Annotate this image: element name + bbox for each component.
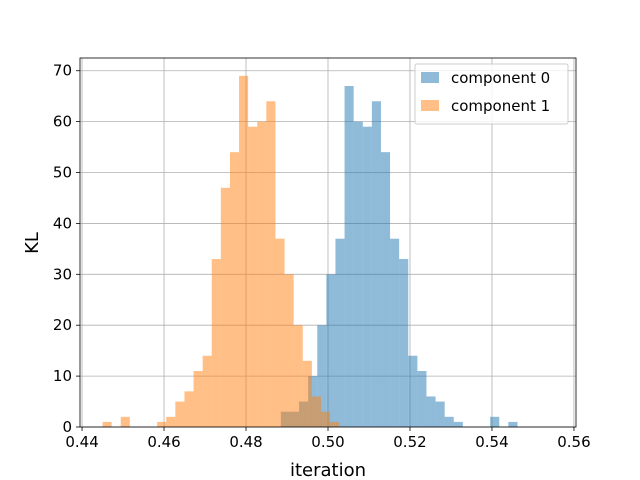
- y-tick-label: 0: [62, 418, 72, 436]
- bar-component-0: [326, 274, 336, 427]
- x-tick-label: 0.50: [311, 433, 344, 451]
- bar-component-1: [175, 401, 185, 427]
- bar-component-1: [166, 416, 176, 427]
- y-axis-label: KL: [22, 232, 43, 254]
- bar-component-0: [453, 421, 463, 427]
- bar-component-1: [266, 101, 276, 427]
- y-tick-label: 40: [53, 214, 72, 232]
- legend-label-component-0: component 0: [451, 69, 550, 87]
- bar-component-1: [239, 75, 249, 428]
- bar-component-1: [302, 360, 312, 427]
- bar-component-0: [390, 238, 400, 427]
- bar-component-1: [330, 421, 340, 427]
- bar-component-0: [317, 325, 327, 427]
- bar-component-1: [320, 411, 331, 427]
- x-axis-ticks: 0.44 0.46 0.48 0.50 0.52 0.54 0.56: [65, 427, 591, 451]
- bar-component-1: [157, 421, 167, 427]
- bar-component-1: [229, 152, 240, 427]
- bar-component-1: [311, 396, 321, 427]
- legend-label-component-1: component 1: [451, 97, 550, 115]
- bar-component-1: [184, 391, 194, 427]
- legend-frame: [414, 63, 569, 125]
- bar-component-1: [248, 126, 258, 428]
- bar-component-0: [435, 401, 445, 427]
- x-tick-label: 0.52: [393, 433, 426, 451]
- y-tick-label: 10: [53, 367, 72, 385]
- bar-component-0: [508, 421, 518, 427]
- bar-component-0: [417, 371, 427, 427]
- y-axis-ticks: 0 10 20 30 40 50 60 70: [53, 62, 80, 436]
- bar-component-0: [444, 416, 454, 427]
- bar-component-0: [380, 152, 391, 427]
- bars: [102, 75, 518, 428]
- x-axis-label: iteration: [290, 460, 366, 480]
- legend: component 0 component 1: [414, 63, 569, 125]
- x-tick-label: 0.44: [65, 433, 98, 451]
- legend-swatch-component-0: [421, 72, 439, 83]
- bar-component-1: [275, 238, 285, 427]
- legend-swatch-component-1: [421, 100, 439, 111]
- y-tick-label: 20: [53, 316, 72, 334]
- y-tick-label: 70: [53, 62, 72, 80]
- bar-component-1: [284, 274, 294, 427]
- y-tick-label: 60: [53, 113, 72, 131]
- bar-component-0: [335, 238, 345, 427]
- x-tick-label: 0.54: [475, 433, 508, 451]
- x-tick-label: 0.56: [557, 433, 590, 451]
- bar-component-0: [490, 416, 500, 427]
- y-tick-label: 50: [53, 164, 72, 182]
- bar-component-1: [202, 355, 212, 427]
- bar-component-1: [220, 187, 230, 427]
- bar-component-1: [193, 371, 203, 427]
- bar-component-0: [353, 121, 363, 427]
- x-tick-label: 0.48: [229, 433, 262, 451]
- bar-component-1: [102, 421, 112, 427]
- bar-component-0: [362, 126, 372, 428]
- bar-component-0: [344, 85, 354, 427]
- bar-component-0: [426, 396, 436, 427]
- x-tick-label: 0.46: [147, 433, 180, 451]
- bar-component-1: [257, 121, 267, 427]
- bar-component-1: [211, 259, 221, 427]
- bar-component-1: [120, 416, 130, 427]
- bar-component-0: [399, 259, 409, 427]
- bar-component-1: [293, 325, 303, 427]
- bar-component-0: [371, 101, 381, 427]
- y-tick-label: 30: [53, 265, 72, 283]
- bar-component-0: [408, 355, 418, 427]
